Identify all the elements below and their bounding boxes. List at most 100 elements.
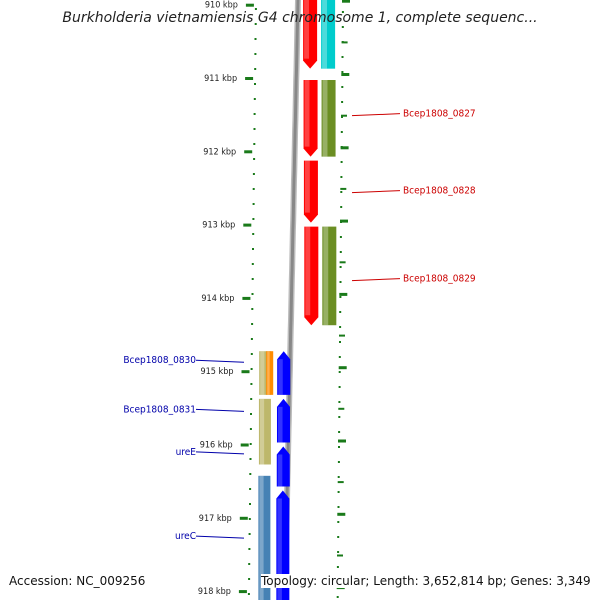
tick-dot-left: [249, 473, 252, 475]
label-leader-line: [351, 113, 401, 117]
tick-dot-left: [249, 488, 252, 490]
feature-highlight: [267, 351, 270, 395]
tick-dot-right: [337, 461, 340, 463]
tick-dot-left: [250, 413, 252, 415]
tick-dot-right: [340, 191, 343, 193]
map-title: Burkholderia vietnamiensis G4 chromosome…: [62, 10, 538, 26]
tick-dot-right: [338, 431, 341, 433]
tick-dot-left: [250, 383, 253, 385]
gene-label-forward[interactable]: Bcep1808_0828: [403, 186, 476, 197]
gene-feature-olive-block[interactable]: [321, 80, 336, 157]
gene-label-reverse[interactable]: Bcep1808_0830: [123, 355, 196, 366]
gene-labels[interactable]: Bcep1808_0827 Bcep1808_0828 Bcep1808_0829 B…: [123, 109, 476, 542]
gene-feature-red-arrow[interactable]: [303, 0, 318, 69]
tick-dot-right: [336, 596, 339, 598]
major-tick-right: [340, 146, 349, 150]
gene-feature-orange-block[interactable]: [266, 351, 274, 395]
major-tick-left: [241, 370, 250, 374]
gene-feature-red-arrow[interactable]: [304, 226, 319, 326]
tick-dot-right: [338, 386, 341, 388]
tick-dot-right: [340, 206, 343, 208]
ruler-tick-label: 913 kbp: [202, 221, 235, 231]
feature-highlight: [260, 351, 265, 395]
tick-dot-right: [336, 566, 339, 568]
tick-dot-right: [337, 521, 340, 523]
tick-dot-right: [337, 551, 340, 553]
tick-dot-left: [251, 293, 254, 295]
tick-dot-left: [254, 53, 257, 55]
major-tick-right: [338, 366, 347, 370]
tick-dot-left: [248, 548, 251, 550]
tick-dot-left: [253, 128, 256, 130]
gene-feature-red-arrow[interactable]: [303, 80, 318, 157]
tick-dot-right: [339, 281, 342, 283]
minor-tick-right: [340, 187, 347, 190]
minor-tick-right: [339, 261, 346, 264]
gene-feature-blue-arrow[interactable]: [276, 398, 290, 443]
gene-feature-red-arrow[interactable]: [303, 160, 318, 223]
tick-dot-right: [340, 176, 343, 178]
feature-highlight: [304, 160, 310, 213]
major-tick-right: [342, 0, 350, 3]
tick-dot-left: [252, 203, 255, 205]
tick-dot-right: [337, 506, 340, 508]
major-tick-left: [239, 516, 248, 520]
gene-feature-olive-block[interactable]: [322, 226, 337, 326]
ruler-ticks: 910 kbp 911 kbp 912 kbp 913 kbp 914 kbp 915 k…: [198, 0, 350, 597]
major-tick-right: [337, 512, 346, 516]
gene-label-reverse[interactable]: Bcep1808_0831: [123, 404, 196, 415]
gene-feature-steelblue-block[interactable]: [258, 475, 271, 604]
feature-highlight: [304, 0, 310, 59]
tick-dot-left: [254, 68, 257, 70]
tick-dot-left: [252, 248, 254, 250]
feature-highlight: [305, 226, 311, 316]
tick-dot-left: [254, 83, 256, 85]
ruler-tick-label: 917 kbp: [199, 514, 232, 524]
gene-label-forward[interactable]: Bcep1808_0827: [403, 109, 476, 120]
tick-dot-left: [253, 113, 256, 115]
ruler-tick-label: 911 kbp: [204, 74, 237, 84]
tick-dot-left: [253, 143, 256, 145]
tick-dot-left: [250, 353, 253, 355]
tick-dot-left: [253, 98, 256, 100]
tick-dot-right: [339, 341, 341, 343]
feature-highlight: [277, 498, 282, 604]
gene-feature-cyan-block[interactable]: [321, 0, 336, 69]
tick-dot-right: [339, 251, 342, 253]
tick-dot-left: [248, 563, 251, 565]
tick-dot-left: [249, 443, 252, 445]
minor-tick-right: [338, 407, 345, 410]
tick-dot-right: [339, 296, 342, 298]
gene-features[interactable]: [258, 0, 337, 604]
tick-dot-right: [341, 86, 344, 88]
major-tick-right: [340, 219, 348, 223]
minor-tick-right: [341, 114, 347, 117]
tick-dot-right: [341, 56, 344, 58]
ruler-tick-label: 918 kbp: [198, 587, 231, 597]
tick-dot-right: [339, 311, 342, 313]
tick-dot-left: [252, 188, 255, 190]
tick-dot-right: [338, 446, 340, 448]
gene-feature-blue-arrow[interactable]: [276, 446, 290, 487]
tick-dot-right: [337, 476, 340, 478]
ruler-tick-label: 910 kbp: [205, 1, 238, 11]
label-leader-line: [195, 408, 245, 412]
feature-highlight: [323, 226, 329, 326]
gene-feature-khaki-block[interactable]: [258, 398, 271, 465]
tick-dot-left: [250, 338, 253, 340]
tick-dot-right: [337, 491, 340, 493]
major-tick-left: [238, 590, 247, 594]
accession-text: Accession: NC_009256: [9, 574, 146, 588]
major-tick-left: [245, 77, 254, 80]
gene-feature-blue-arrow[interactable]: [277, 351, 291, 395]
gene-label-reverse[interactable]: ureC: [175, 531, 196, 542]
tick-dot-left: [249, 503, 251, 505]
ruler-tick-label: 915 kbp: [201, 367, 234, 377]
label-leader-line: [195, 451, 245, 455]
feature-highlight: [277, 454, 283, 487]
gene-label-forward[interactable]: Bcep1808_0829: [403, 274, 476, 285]
gene-label-reverse[interactable]: ureE: [176, 447, 197, 458]
ruler-tick-label: 912 kbp: [203, 147, 236, 157]
